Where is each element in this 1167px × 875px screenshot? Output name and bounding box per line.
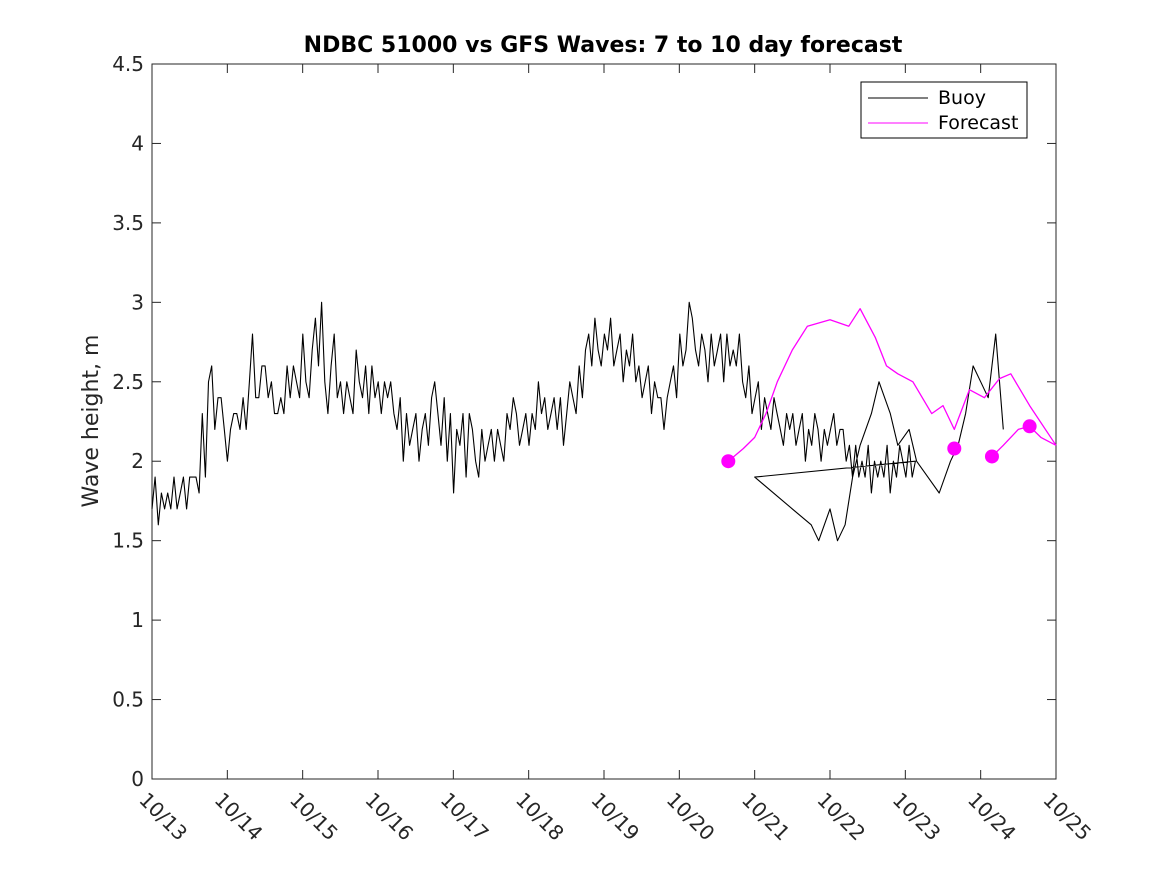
y-tick-label: 2 — [131, 449, 144, 473]
y-tick-label: 1.5 — [112, 529, 144, 553]
y-tick-label: 4 — [131, 131, 144, 155]
series-layer — [151, 301, 1057, 542]
y-tick-label: 3.5 — [112, 211, 144, 235]
y-tick-label: 2.5 — [112, 370, 144, 394]
legend-forecast-label: Forecast — [938, 112, 1018, 134]
y-tick-label: 4.5 — [112, 52, 144, 76]
forecast-marker — [1022, 419, 1037, 434]
y-tick-label: 0 — [131, 767, 144, 791]
y-tick-label: 0.5 — [112, 688, 144, 712]
chart-title: NDBC 51000 vs GFS Waves: 7 to 10 day for… — [304, 33, 903, 58]
forecast-marker — [721, 454, 736, 469]
forecast-marker — [984, 449, 999, 464]
y-tick-label: 1 — [131, 608, 144, 632]
series-line-forecast — [727, 308, 1057, 462]
legend-buoy-label: Buoy — [938, 87, 986, 109]
legend-box — [860, 81, 1028, 139]
legend: Buoy Forecast — [860, 81, 1028, 139]
y-axis-label: Wave height, m — [79, 335, 104, 508]
series-line-buoy — [151, 301, 1004, 542]
y-tick-label: 3 — [131, 290, 144, 314]
forecast-marker — [947, 441, 962, 456]
